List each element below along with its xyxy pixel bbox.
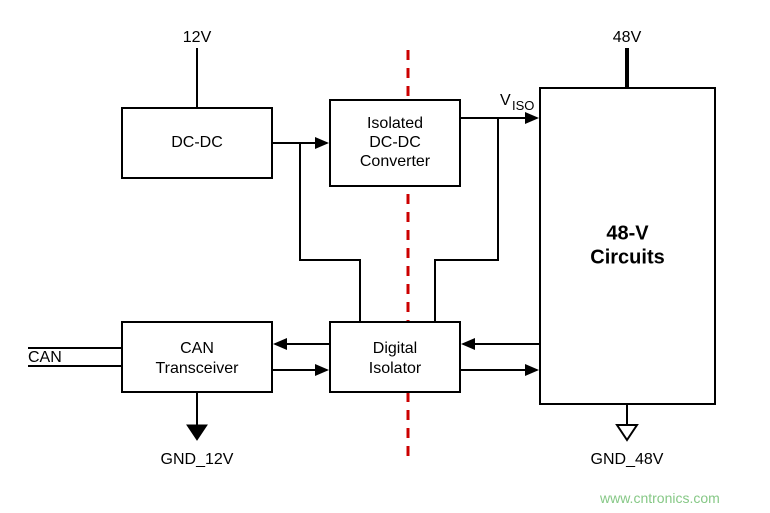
label: Digital	[373, 340, 417, 357]
gnd-48v-icon	[617, 425, 637, 440]
can-label: CAN	[28, 349, 62, 366]
label: DC-DC	[369, 134, 421, 151]
label: 48V	[613, 29, 642, 46]
watermark-text: www.cntronics.com	[600, 490, 720, 506]
gnd-12v-icon	[187, 425, 207, 440]
label: Isolator	[369, 360, 422, 377]
label: 48-V	[606, 222, 649, 244]
label: GND_12V	[161, 451, 234, 468]
label: Circuits	[590, 246, 664, 268]
label: Converter	[360, 153, 431, 170]
viso-sub: ISO	[512, 98, 534, 113]
label: GND_48V	[591, 451, 664, 468]
label: Transceiver	[156, 360, 240, 377]
viso-label: V	[500, 92, 511, 109]
block-diagram: DC-DC Isolated DC-DC Converter CAN Transceive…	[0, 0, 770, 513]
label: CAN	[180, 340, 214, 357]
label: DC-DC	[171, 134, 223, 151]
label: Isolated	[367, 115, 423, 132]
label: 12V	[183, 29, 212, 46]
